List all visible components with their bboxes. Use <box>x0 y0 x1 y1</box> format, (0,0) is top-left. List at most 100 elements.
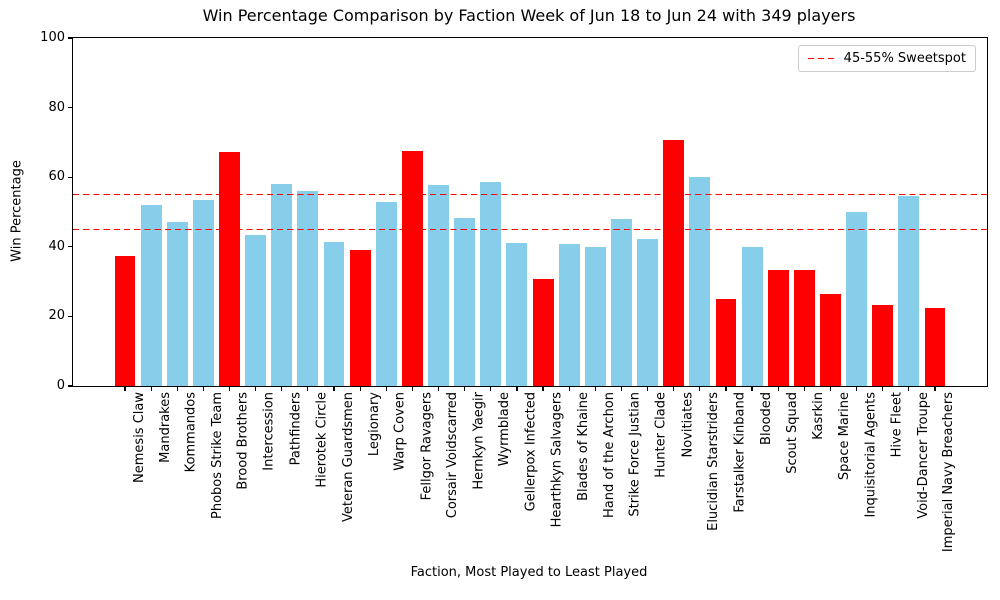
x-tick-label-void-dancer-troupe: Void-Dancer Troupe <box>915 392 931 519</box>
x-tick-label-brood-brothers: Brood Brothers <box>236 392 252 490</box>
x-tick-label-legionary: Legionary <box>366 392 382 457</box>
x-tick-mark-kommandos <box>176 386 178 391</box>
x-tick-mark-mandrakes <box>150 386 152 391</box>
x-tick-label-intercession: Intercession <box>262 392 278 471</box>
x-tick-mark-void-dancer-troupe <box>908 386 910 391</box>
x-tick-label-blooded: Blooded <box>758 392 774 445</box>
bar-hive-fleet <box>872 304 894 386</box>
x-tick-mark-hernkyn-yaegir <box>464 386 466 391</box>
bar-hernkyn-yaegir <box>454 217 476 386</box>
x-tick-mark-intercession <box>255 386 257 391</box>
x-tick-label-gellerpox-infected: Gellerpox Infected <box>523 392 539 512</box>
y-tick-label-40: 40 <box>48 238 65 254</box>
bar-imperial-navy-breachers <box>924 308 946 386</box>
bar-blooded <box>741 247 763 386</box>
bar-wyrmblade <box>480 182 502 386</box>
y-tick-mark-40 <box>68 246 73 248</box>
bar-kommandos <box>166 222 188 386</box>
legend-label: 45-55% Sweetspot <box>843 51 966 66</box>
x-tick-mark-hearthkyn-salvagers <box>542 386 544 391</box>
x-tick-label-hand-of-the-archon: Hand of the Archon <box>601 392 617 519</box>
x-tick-label-nemesis-claw: Nemesis Claw <box>131 392 147 483</box>
x-tick-mark-novitiates <box>673 386 675 391</box>
bar-hand-of-the-archon <box>584 247 606 386</box>
y-tick-label-80: 80 <box>48 99 65 115</box>
x-tick-label-strike-force-justian: Strike Force Justian <box>627 392 643 517</box>
bar-scout-squad <box>767 270 789 386</box>
bar-blades-of-khaine <box>558 244 580 386</box>
bar-warp-coven <box>375 201 397 386</box>
bar-legionary <box>349 250 371 386</box>
bar-brood-brothers <box>219 151 240 386</box>
x-tick-mark-blades-of-khaine <box>568 386 570 391</box>
bar-fellgor-ravagers <box>401 150 423 386</box>
x-tick-label-inquisitorial-agents: Inquisitorial Agents <box>863 392 879 518</box>
y-tick-mark-80 <box>68 107 73 109</box>
x-tick-mark-nemesis-claw <box>124 386 126 391</box>
x-tick-mark-wyrmblade <box>490 386 492 391</box>
x-tick-mark-phobos-strike-team <box>202 386 204 391</box>
x-tick-mark-hand-of-the-archon <box>594 386 596 391</box>
x-axis-label: Faction, Most Played to Least Played <box>410 565 648 580</box>
bar-hierotek-circle <box>297 191 319 386</box>
x-tick-label-kommandos: Kommandos <box>183 392 199 473</box>
y-tick-mark-60 <box>68 176 73 178</box>
bar-strike-force-justian <box>611 219 632 386</box>
bar-elucidian-starstriders <box>689 177 711 386</box>
x-tick-label-blades-of-khaine: Blades of Khaine <box>575 392 591 501</box>
x-tick-label-hunter-clade: Hunter Clade <box>654 392 670 478</box>
y-tick-mark-100 <box>68 37 73 39</box>
x-tick-mark-warp-coven <box>385 386 387 391</box>
x-tick-mark-hierotek-circle <box>307 386 309 391</box>
bar-intercession <box>245 234 267 386</box>
x-tick-labels-group: Nemesis Claw Mandrakes Kommandos Phobos Str… <box>72 392 986 562</box>
x-tick-label-hierotek-circle: Hierotek Circle <box>314 392 330 488</box>
bar-veteran-guardsmen <box>323 242 345 386</box>
x-tick-label-pathfinders: Pathfinders <box>288 392 304 466</box>
bar-farstalker-kinband <box>715 299 737 386</box>
x-tick-label-hernkyn-yaegir: Hernkyn Yaegir <box>471 392 487 490</box>
x-tick-mark-strike-force-justian <box>620 386 623 391</box>
y-tick-mark-0 <box>68 385 73 387</box>
x-tick-mark-farstalker-kinband <box>725 386 727 391</box>
plot-area: 0 20 40 60 80 100 45-55% Sweetspot <box>40 31 988 393</box>
x-tick-label-kasrkin: Kasrkin <box>810 392 826 440</box>
x-tick-mark-corsair-voidscarred <box>437 386 440 391</box>
x-tick-mark-imperial-navy-breachers <box>934 386 936 391</box>
y-tick-label-60: 60 <box>48 169 65 185</box>
x-tick-label-imperial-navy-breachers: Imperial Navy Breachers <box>941 392 957 553</box>
x-tick-mark-kasrkin <box>803 386 805 391</box>
dashed-line-sample-icon <box>807 57 836 60</box>
x-tick-label-wyrmblade: Wyrmblade <box>497 392 513 467</box>
bar-mandrakes <box>140 205 162 386</box>
bar-hunter-clade <box>637 238 659 386</box>
x-tick-mark-gellerpox-infected <box>516 386 518 391</box>
x-tick-label-novitiates: Novitiates <box>680 392 696 458</box>
x-tick-mark-hive-fleet <box>882 386 884 391</box>
x-tick-label-veteran-guardsmen: Veteran Guardsmen <box>340 392 356 522</box>
bar-hearthkyn-salvagers <box>532 279 554 386</box>
x-tick-mark-scout-squad <box>777 386 779 391</box>
bar-gellerpox-infected <box>506 243 528 386</box>
x-tick-label-elucidian-starstriders: Elucidian Starstriders <box>706 392 722 531</box>
bar-phobos-strike-team <box>192 200 214 386</box>
x-tick-label-hearthkyn-salvagers: Hearthkyn Salvagers <box>549 392 565 528</box>
legend: 45-55% Sweetspot <box>797 45 976 72</box>
sweetspot-line-55 <box>73 193 987 196</box>
bar-kasrkin <box>793 270 815 386</box>
x-tick-label-mandrakes: Mandrakes <box>157 392 173 463</box>
bar-inquisitorial-agents <box>846 211 868 386</box>
y-tick-label-100: 100 <box>40 30 65 45</box>
x-tick-label-phobos-strike-team: Phobos Strike Team <box>209 392 225 520</box>
x-tick-label-farstalker-kinband: Farstalker Kinband <box>732 392 748 513</box>
x-tick-label-hive-fleet: Hive Fleet <box>889 392 905 458</box>
bar-corsair-voidscarred <box>428 184 449 386</box>
x-tick-mark-space-marine <box>829 386 832 391</box>
x-tick-mark-brood-brothers <box>228 386 231 391</box>
x-tick-mark-hunter-clade <box>646 386 649 391</box>
x-tick-mark-veteran-guardsmen <box>333 386 335 391</box>
bar-novitiates <box>663 139 685 386</box>
x-tick-mark-legionary <box>359 386 361 391</box>
x-tick-mark-blooded <box>751 386 753 391</box>
sweetspot-line-45 <box>73 228 987 231</box>
